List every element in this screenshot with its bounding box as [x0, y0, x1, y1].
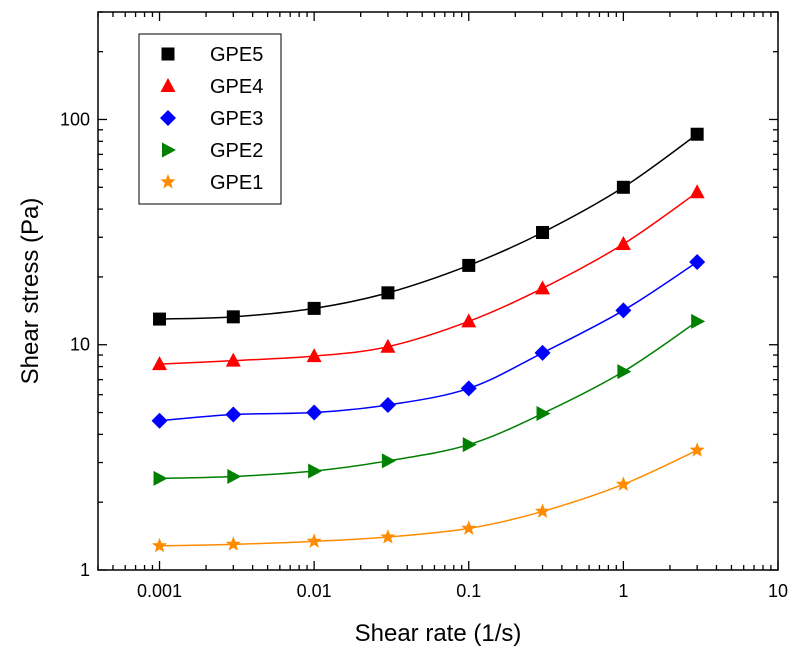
data-point-gpe2	[227, 469, 242, 485]
series-line-gpe2	[159, 320, 698, 480]
axis-ticks	[97, 11, 779, 571]
data-point-gpe2	[617, 364, 632, 380]
y-tick-label: 1	[80, 560, 90, 580]
data-point-gpe2	[691, 313, 706, 329]
data-point-gpe5	[462, 258, 476, 272]
plot-frame	[97, 11, 779, 571]
series-markers	[151, 127, 706, 553]
data-point-gpe1	[380, 529, 396, 544]
data-point-gpe4	[380, 338, 396, 353]
legend-label-gpe5: GPE5	[210, 44, 263, 66]
x-tick-label: 10	[768, 581, 788, 601]
data-point-gpe1	[534, 503, 551, 518]
legend-marker-gpe2	[162, 142, 176, 158]
x-axis-label: Shear rate (1/s)	[355, 620, 522, 647]
legend-label-gpe2: GPE2	[210, 140, 263, 162]
tick-labels: 0.001 0.01 0.1 1 10 1 10 100	[60, 109, 788, 601]
data-point-gpe2	[462, 437, 477, 453]
series-line-gpe1	[159, 449, 698, 547]
series-line-gpe3	[159, 261, 698, 422]
data-point-gpe3	[306, 404, 323, 421]
y-axis-label: Shear stress (Pa)	[17, 198, 44, 385]
legend-marker-gpe4	[160, 78, 176, 92]
x-tick-label: 1	[618, 581, 628, 601]
data-point-gpe4	[689, 184, 705, 199]
data-point-gpe4	[152, 356, 168, 371]
data-point-gpe5	[536, 225, 550, 239]
data-point-gpe5	[153, 312, 167, 326]
data-point-gpe3	[151, 412, 168, 429]
legend-marker-gpe3	[160, 110, 176, 126]
data-point-gpe3	[225, 406, 242, 423]
data-point-gpe5	[226, 310, 240, 324]
data-point-gpe3	[615, 302, 632, 319]
legend-marker-gpe1	[160, 174, 176, 189]
legend: GPE5 GPE4 GPE3 GPE2 GPE1	[138, 33, 282, 205]
x-tick-label: 0.1	[456, 581, 481, 601]
data-point-gpe2	[153, 470, 168, 486]
data-point-gpe2	[536, 406, 551, 422]
data-point-gpe3	[460, 380, 477, 397]
data-point-gpe4	[461, 313, 477, 328]
data-point-gpe5	[307, 301, 321, 315]
y-tick-label: 100	[60, 109, 90, 129]
legend-label-gpe1: GPE1	[210, 172, 263, 194]
data-point-gpe2	[381, 453, 396, 469]
data-point-gpe4	[615, 236, 631, 251]
data-point-gpe3	[689, 253, 706, 270]
data-point-gpe2	[308, 463, 323, 479]
data-point-gpe1	[151, 537, 168, 553]
data-point-gpe5	[690, 127, 704, 141]
data-point-gpe5	[381, 286, 395, 300]
data-point-gpe4	[306, 348, 322, 363]
data-point-gpe1	[615, 476, 631, 491]
data-point-gpe3	[534, 344, 551, 361]
data-point-gpe1	[225, 536, 241, 551]
legend-marker-gpe5	[161, 47, 175, 61]
x-tick-label: 0.001	[137, 581, 182, 601]
legend-label-gpe3: GPE3	[210, 108, 263, 130]
data-point-gpe3	[379, 397, 396, 414]
data-point-gpe1	[689, 442, 705, 457]
data-point-gpe4	[535, 280, 551, 295]
x-tick-label: 0.01	[297, 581, 332, 601]
y-tick-label: 10	[70, 335, 90, 355]
legend-label-gpe4: GPE4	[210, 76, 263, 98]
data-point-gpe1	[461, 520, 477, 535]
data-point-gpe4	[225, 352, 241, 367]
series-line-gpe4	[159, 191, 698, 365]
data-point-gpe1	[306, 533, 322, 548]
data-point-gpe5	[616, 180, 630, 194]
